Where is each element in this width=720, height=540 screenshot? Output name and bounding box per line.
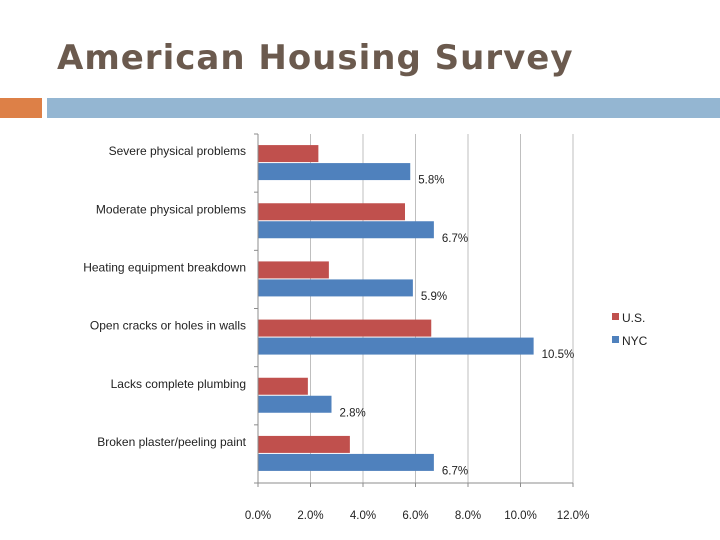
nyc-bar: [258, 453, 434, 471]
data-label: 6.7%: [442, 233, 468, 245]
data-label: 10.5%: [542, 349, 575, 361]
category-label: Open cracks or holes in walls: [90, 319, 246, 333]
slide-title: American Housing Survey: [57, 38, 574, 78]
legend-swatch: [612, 313, 619, 320]
title-underline-bar: [47, 98, 720, 118]
us-bar: [258, 435, 350, 453]
x-tick-label: 4.0%: [350, 510, 376, 522]
x-tick-label: 0.0%: [245, 510, 271, 522]
us-bar: [258, 145, 319, 163]
us-bar: [258, 203, 405, 221]
labels: 0.0% 2.0% 4.0% 6.0% 8.0% 10.0% 12.0% Severe phy…: [83, 144, 589, 522]
legend-swatch: [612, 336, 619, 343]
x-tick-label: 8.0%: [455, 510, 481, 522]
grid-lines: [310, 134, 574, 483]
x-tick-label: 2.0%: [297, 510, 323, 522]
data-label: 2.8%: [340, 407, 366, 419]
nyc-bar: [258, 337, 534, 355]
category-label: Broken plaster/peeling paint: [97, 435, 246, 449]
x-tick-label: 12.0%: [557, 510, 590, 522]
bars: [258, 145, 534, 471]
x-tick-label: 6.0%: [402, 510, 428, 522]
data-label: 5.9%: [421, 291, 447, 303]
us-bar: [258, 261, 329, 279]
legend-label: NYC: [622, 334, 648, 348]
data-label: 6.7%: [442, 465, 468, 477]
category-label: Lacks complete plumbing: [111, 377, 246, 391]
us-bar: [258, 377, 308, 395]
category-label: Severe physical problems: [109, 144, 246, 158]
axes: [254, 133, 574, 487]
legend-label: U.S.: [622, 311, 645, 325]
legend: U.S. NYC: [612, 311, 648, 348]
data-label: 5.8%: [418, 175, 444, 187]
us-bar: [258, 319, 432, 337]
category-label: Heating equipment breakdown: [83, 260, 246, 274]
title-accent-bar: [0, 98, 42, 118]
nyc-bar: [258, 279, 413, 297]
nyc-bar: [258, 395, 332, 413]
nyc-bar: [258, 163, 411, 181]
x-tick-label: 10.0%: [504, 510, 537, 522]
category-label: Moderate physical problems: [96, 202, 246, 216]
nyc-bar: [258, 221, 434, 239]
